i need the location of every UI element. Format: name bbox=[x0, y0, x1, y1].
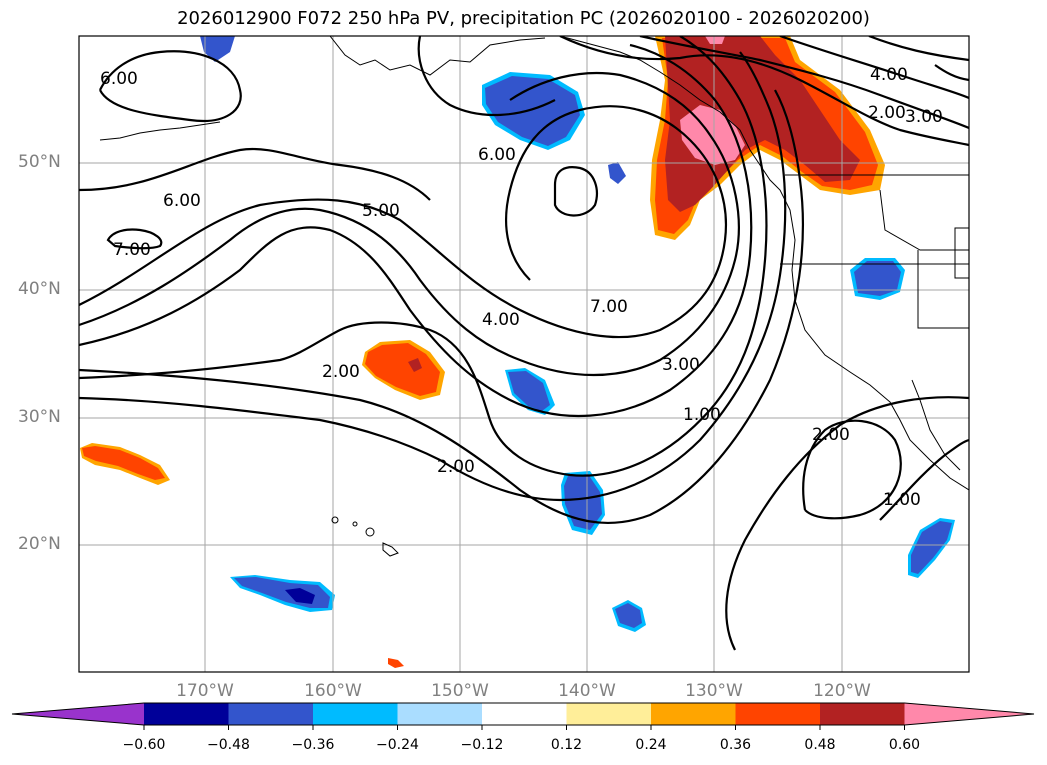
colorbar-segment bbox=[566, 703, 651, 725]
latitude-label: 30°N bbox=[18, 407, 61, 427]
longitude-label: 170°W bbox=[176, 681, 234, 701]
colorbar-tick-label: 0.36 bbox=[719, 737, 752, 753]
map-title: 2026012900 F072 250 hPa PV, precipitatio… bbox=[177, 8, 870, 29]
precip-blob-south-positive bbox=[388, 658, 404, 668]
longitude-label: 160°W bbox=[304, 681, 362, 701]
precip-blob-east-negative-inner bbox=[854, 261, 901, 296]
colorbar-tick-label: 0.24 bbox=[635, 737, 667, 753]
colorbar-tick-label: 0.48 bbox=[804, 737, 836, 753]
colorbar-segment bbox=[144, 703, 229, 725]
contour-label: 3.00 bbox=[905, 107, 943, 127]
longitude-label: 120°W bbox=[813, 681, 871, 701]
colorbar-segment bbox=[313, 703, 398, 725]
colorbar-tick-label: −0.60 bbox=[122, 737, 166, 753]
contour-label: 2.00 bbox=[437, 457, 475, 477]
colorbar-tick-label: −0.36 bbox=[291, 737, 335, 753]
contour-labels: 6.00 6.00 7.00 5.00 6.00 4.00 2.00 3.00 … bbox=[100, 65, 943, 510]
colorbar-tick-label: 0.60 bbox=[888, 737, 921, 753]
precip-blob-central-positive-inner bbox=[365, 343, 440, 396]
longitude-label: 150°W bbox=[431, 681, 489, 701]
contour-label: 2.00 bbox=[868, 103, 906, 123]
precip-blob-southeast-negative-inner bbox=[911, 521, 952, 574]
contour-label: 4.00 bbox=[482, 310, 520, 330]
colorbar-tick-label: −0.12 bbox=[460, 737, 504, 753]
longitude-label: 130°W bbox=[685, 681, 743, 701]
colorbar-segment bbox=[735, 703, 820, 725]
colorbar-segment bbox=[397, 703, 482, 725]
precip-blob-south-negative-2-inner bbox=[615, 603, 642, 628]
contour-label: 7.00 bbox=[113, 240, 151, 260]
contour-label: 6.00 bbox=[478, 145, 516, 165]
colorbar-segment bbox=[228, 703, 313, 725]
precip-blob-pacific-nw-max2 bbox=[705, 36, 725, 44]
contour-label: 6.00 bbox=[100, 69, 138, 89]
precip-blob-west-positive-inner bbox=[82, 446, 165, 480]
precip-blob-south-negative-inner bbox=[564, 474, 602, 530]
contour-label: 3.00 bbox=[662, 355, 700, 375]
coastlines bbox=[99, 36, 969, 491]
precip-blob-small-negative-1 bbox=[608, 162, 626, 184]
precip-blob-mid-negative-inner bbox=[508, 371, 550, 411]
latitude-label: 20°N bbox=[18, 534, 61, 554]
precip-blob-northwest-negative bbox=[200, 36, 235, 62]
precip-blob-southwest-negative-core bbox=[285, 588, 315, 604]
precip-blob-central-positive-core bbox=[408, 358, 422, 372]
islands bbox=[331, 516, 399, 557]
colorbar-segment bbox=[651, 703, 736, 725]
precip-blob-north-negative-inner bbox=[485, 76, 580, 146]
colorbar-extend-low bbox=[12, 703, 144, 725]
contour-label: 2.00 bbox=[322, 362, 360, 382]
colorbar-extend-high bbox=[904, 703, 1034, 725]
colorbar-tick-label: −0.48 bbox=[207, 737, 250, 753]
colorbar bbox=[11, 702, 1035, 730]
contour-label: 6.00 bbox=[163, 191, 201, 211]
contour-label: 5.00 bbox=[362, 201, 400, 221]
contour-label: 1.00 bbox=[883, 490, 921, 510]
contour-label: 1.00 bbox=[683, 405, 721, 425]
colorbar-tick-label: 0.12 bbox=[550, 737, 583, 753]
latitude-label: 40°N bbox=[18, 279, 61, 299]
map-border bbox=[78, 35, 970, 673]
longitude-label: 140°W bbox=[558, 681, 616, 701]
colorbar-tick-label: −0.24 bbox=[376, 737, 419, 753]
colorbar-segment bbox=[482, 703, 567, 725]
contour-label: 7.00 bbox=[590, 297, 628, 317]
pv-contours bbox=[79, 36, 969, 651]
latitude-label: 50°N bbox=[18, 152, 61, 172]
colorbar-segment bbox=[820, 703, 905, 725]
contour-label: 2.00 bbox=[812, 425, 850, 445]
contour-label: 4.00 bbox=[870, 65, 908, 85]
